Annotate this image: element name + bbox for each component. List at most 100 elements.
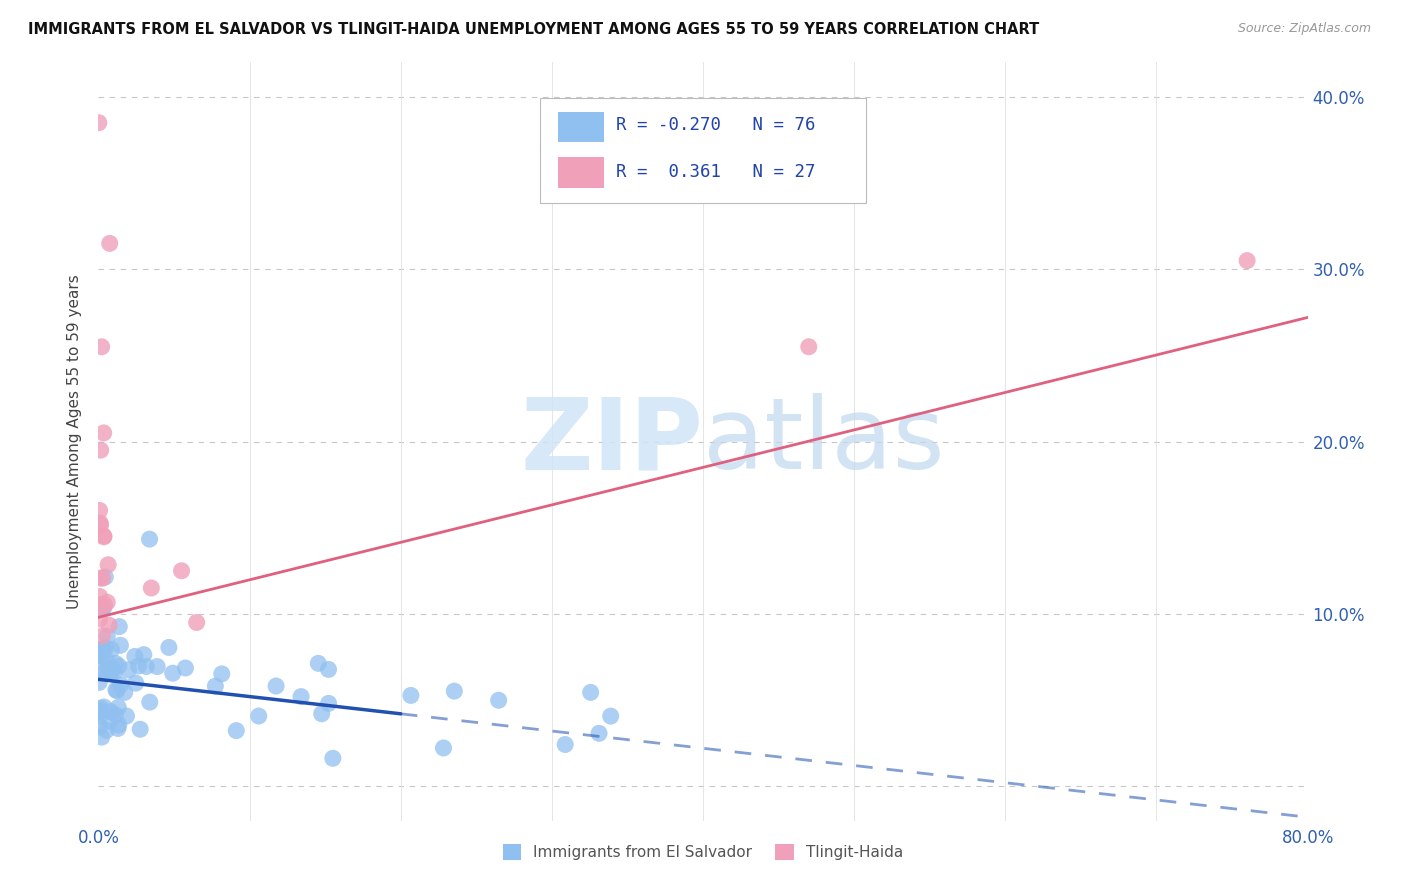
Point: [100, 663, 122, 677]
Point: [96, 595, 118, 609]
FancyBboxPatch shape: [558, 112, 603, 142]
Point: [89, 503, 111, 517]
Point: [107, 722, 129, 736]
Point: [94, 570, 117, 584]
Point: [93, 530, 115, 544]
Point: [89, 516, 111, 530]
Point: [104, 708, 127, 723]
Point: [307, 657, 329, 671]
Point: [89, 612, 111, 626]
Point: [90, 701, 112, 715]
Point: [162, 666, 184, 681]
Point: [174, 661, 197, 675]
Point: [93, 598, 115, 612]
Point: [89, 675, 111, 690]
Point: [100, 642, 122, 657]
Point: [138, 532, 160, 546]
Point: [107, 700, 129, 714]
Legend: Immigrants from El Salvador, Tlingit-Haida: Immigrants from El Salvador, Tlingit-Hai…: [496, 838, 910, 866]
Point: [599, 709, 621, 723]
Point: [98, 714, 121, 729]
Point: [96, 653, 118, 667]
Point: [135, 659, 157, 673]
Point: [97, 662, 120, 676]
Point: [264, 679, 287, 693]
Point: [90, 340, 112, 354]
Point: [93, 601, 115, 615]
Point: [90, 598, 112, 612]
Point: [114, 685, 136, 699]
Point: [90, 602, 112, 616]
Point: [89, 720, 111, 734]
Point: [488, 693, 510, 707]
Point: [97, 558, 120, 572]
Point: [129, 723, 152, 737]
Point: [117, 663, 139, 677]
Text: R = -0.270   N = 76: R = -0.270 N = 76: [616, 116, 815, 135]
Point: [107, 718, 129, 732]
Point: [108, 619, 131, 633]
FancyBboxPatch shape: [540, 98, 866, 202]
Point: [93, 425, 115, 440]
Point: [107, 659, 129, 673]
Point: [124, 649, 146, 664]
Point: [247, 709, 270, 723]
Point: [225, 723, 247, 738]
Point: [93, 529, 115, 543]
Point: [146, 659, 169, 673]
Point: [89, 709, 111, 723]
Point: [91, 629, 114, 643]
Point: [103, 665, 125, 680]
Point: [93, 700, 115, 714]
Point: [89, 704, 111, 718]
Point: [89, 642, 111, 657]
Point: [588, 726, 610, 740]
Point: [443, 684, 465, 698]
Point: [432, 741, 454, 756]
Point: [101, 665, 124, 679]
Point: [90, 443, 112, 458]
Point: [132, 648, 155, 662]
Point: [104, 657, 127, 671]
Point: [89, 590, 111, 604]
Point: [290, 690, 312, 704]
Point: [87, 116, 110, 130]
Point: [554, 738, 576, 752]
Point: [211, 666, 233, 681]
Point: [89, 648, 111, 662]
Point: [93, 665, 115, 679]
Y-axis label: Unemployment Among Ages 55 to 59 years: Unemployment Among Ages 55 to 59 years: [67, 274, 83, 609]
Point: [399, 689, 422, 703]
Point: [91, 571, 114, 585]
Point: [318, 662, 340, 676]
Text: Source: ZipAtlas.com: Source: ZipAtlas.com: [1237, 22, 1371, 36]
Point: [93, 641, 115, 656]
Point: [797, 340, 820, 354]
Point: [94, 640, 117, 655]
Text: R =  0.361   N = 27: R = 0.361 N = 27: [616, 163, 815, 181]
Point: [157, 640, 180, 655]
Point: [579, 685, 602, 699]
Point: [311, 706, 333, 721]
Point: [89, 705, 111, 719]
Point: [128, 659, 150, 673]
Point: [204, 679, 226, 693]
Point: [90, 648, 112, 663]
Point: [139, 695, 162, 709]
Point: [1236, 253, 1258, 268]
Text: atlas: atlas: [703, 393, 945, 490]
Point: [96, 723, 118, 738]
Point: [87, 705, 110, 719]
Text: ZIP: ZIP: [520, 393, 703, 490]
Point: [110, 638, 132, 652]
Point: [186, 615, 208, 630]
Point: [104, 682, 127, 697]
Point: [98, 618, 121, 632]
Point: [90, 518, 112, 533]
Point: [96, 629, 118, 643]
Point: [90, 662, 112, 676]
Point: [322, 751, 344, 765]
Point: [125, 676, 148, 690]
Point: [98, 236, 121, 251]
Point: [318, 697, 340, 711]
